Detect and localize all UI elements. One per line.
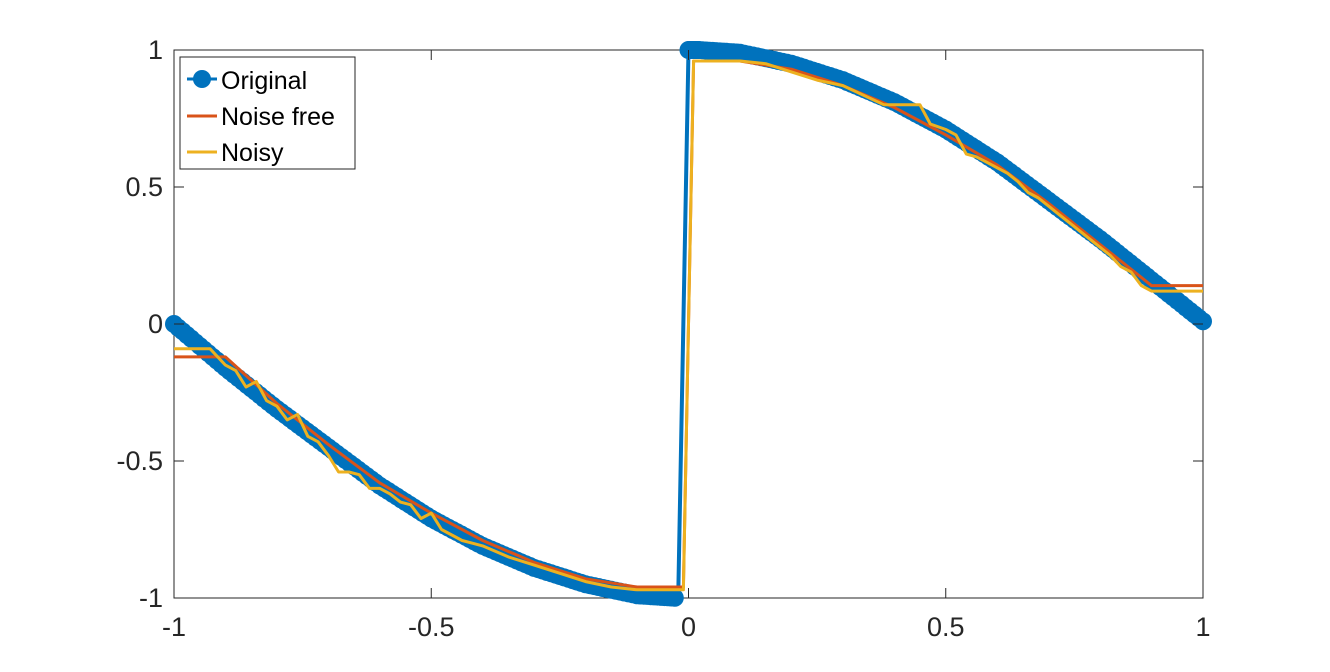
y-tick-label: 0 (148, 309, 163, 339)
x-tick-label: 1 (1195, 612, 1210, 642)
legend-entry-noisy: Noisy (187, 139, 284, 167)
series-noisy (174, 59, 1203, 592)
legend: Original Noise free Noisy (179, 56, 356, 170)
legend-label-noise-free: Noise free (221, 103, 335, 131)
y-tick-label: 1 (148, 35, 163, 65)
y-tick-label: -0.5 (116, 446, 163, 476)
legend-entry-noise-free: Noise free (187, 103, 335, 131)
ticks-layer: -1 -0.5 0 0.5 1 -1 -0.5 0 0.5 1 (116, 35, 1210, 642)
legend-entry-original: Original (187, 67, 307, 95)
series-layer (165, 41, 1212, 607)
y-tick-label: -1 (139, 583, 163, 613)
data-point (1194, 312, 1212, 331)
x-tick-label: -1 (162, 612, 186, 642)
series-line-noisy (174, 59, 1203, 592)
data-point (665, 588, 684, 607)
x-tick-label: 0 (681, 612, 696, 642)
legend-marker-original (193, 70, 211, 88)
y-tick-label: 0.5 (125, 172, 163, 202)
x-tick-label: 0.5 (927, 612, 965, 642)
legend-label-noisy: Noisy (221, 139, 284, 167)
legend-label-original: Original (221, 67, 307, 95)
x-tick-label: -0.5 (408, 612, 455, 642)
